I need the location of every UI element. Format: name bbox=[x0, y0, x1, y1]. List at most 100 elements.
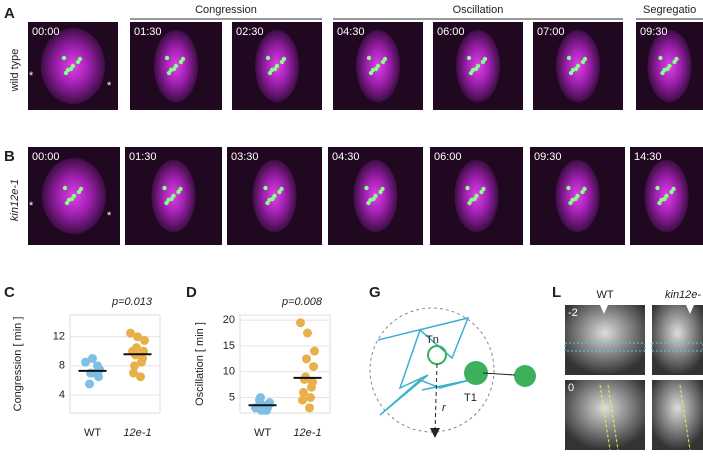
chromosome bbox=[281, 56, 287, 62]
chromosome bbox=[168, 67, 174, 73]
chromosome bbox=[570, 197, 575, 203]
chromosome bbox=[166, 197, 171, 203]
chromosome bbox=[481, 186, 486, 192]
chromosome bbox=[382, 56, 388, 62]
x-tick-label: 12e-1 bbox=[293, 427, 321, 439]
chromosome bbox=[659, 197, 664, 203]
timestamp: 09:30 bbox=[534, 151, 562, 163]
dot bbox=[136, 372, 145, 382]
y-axis-title: Congression [ min ] bbox=[12, 317, 24, 412]
chromosome bbox=[664, 193, 669, 199]
dot bbox=[137, 357, 146, 367]
chromosome bbox=[78, 186, 84, 192]
timestamp: 02:30 bbox=[236, 26, 264, 38]
chromosome bbox=[178, 186, 183, 192]
timestamp: 07:00 bbox=[537, 26, 565, 38]
timestamp: 04:30 bbox=[332, 151, 360, 163]
dot bbox=[299, 387, 308, 397]
dot bbox=[307, 382, 316, 392]
chromosome bbox=[466, 55, 472, 61]
chromosome bbox=[575, 193, 580, 199]
chromosome bbox=[373, 193, 378, 199]
dot bbox=[88, 354, 97, 364]
dot bbox=[262, 405, 271, 415]
chromosome bbox=[667, 63, 672, 69]
chromosome bbox=[662, 67, 667, 73]
y-tick-label: 20 bbox=[223, 314, 235, 326]
timestamp: 06:00 bbox=[437, 26, 465, 38]
chromosome bbox=[265, 55, 271, 61]
dot bbox=[130, 361, 139, 371]
asterisk: * bbox=[29, 200, 34, 212]
timestamp: 04:30 bbox=[337, 26, 365, 38]
dot bbox=[126, 328, 135, 338]
timestamp: 06:00 bbox=[434, 151, 462, 163]
panel-letter: B bbox=[4, 148, 15, 165]
asterisk: * bbox=[107, 80, 112, 92]
timestamp: 09:30 bbox=[640, 26, 668, 38]
chromosome bbox=[655, 185, 660, 191]
timestamp: 00:00 bbox=[32, 151, 60, 163]
y-tick-label: 8 bbox=[59, 360, 65, 372]
chromosome bbox=[70, 63, 76, 69]
chromosome bbox=[62, 185, 68, 191]
chromosome bbox=[272, 193, 277, 199]
dot bbox=[93, 361, 102, 371]
chromosome bbox=[77, 56, 83, 62]
panel-letter: G bbox=[369, 284, 381, 301]
chromosome bbox=[582, 56, 588, 62]
chromosome bbox=[465, 185, 470, 191]
chromosome bbox=[368, 197, 373, 203]
chromosome bbox=[475, 63, 481, 69]
x-tick-label: WT bbox=[84, 427, 101, 439]
chromosome bbox=[470, 67, 476, 73]
dot bbox=[255, 395, 264, 405]
phase-label: Segregatio bbox=[643, 4, 696, 16]
row-label: 0 bbox=[568, 382, 574, 394]
timestamp: 03:30 bbox=[231, 151, 259, 163]
panel-letter: L bbox=[552, 284, 561, 301]
chromosome bbox=[566, 185, 571, 191]
chromosome bbox=[370, 67, 376, 73]
dot bbox=[302, 354, 311, 364]
annotation: p=0.008 bbox=[281, 296, 323, 308]
timestamp: 01:30 bbox=[134, 26, 162, 38]
diagram-label: r bbox=[442, 402, 447, 414]
chromosome bbox=[575, 63, 581, 69]
chromosome bbox=[66, 197, 72, 203]
chromosome bbox=[366, 55, 372, 61]
y-tick-label: 10 bbox=[223, 366, 235, 378]
chromosome bbox=[164, 55, 170, 61]
panel-letter: D bbox=[186, 284, 197, 301]
asterisk: * bbox=[29, 70, 34, 82]
chromosome bbox=[582, 186, 587, 192]
y-axis-title: Oscillation [ min ] bbox=[194, 322, 206, 406]
column-label: kin12e- bbox=[665, 289, 701, 301]
row-label: -2 bbox=[568, 307, 578, 319]
chromosome bbox=[279, 186, 284, 192]
dot bbox=[300, 374, 309, 384]
chromosome bbox=[674, 56, 679, 62]
chromosome bbox=[162, 185, 167, 191]
em-images bbox=[564, 305, 703, 451]
chromosome bbox=[263, 185, 268, 191]
chromosome bbox=[482, 56, 488, 62]
y-tick-label: 12 bbox=[53, 331, 65, 343]
chromosome bbox=[570, 67, 576, 73]
timestamp: 00:00 bbox=[32, 26, 60, 38]
chromosome bbox=[566, 55, 572, 61]
chromosome bbox=[658, 55, 663, 61]
chromosome bbox=[65, 67, 71, 73]
dot bbox=[129, 368, 138, 378]
x-tick-label: WT bbox=[254, 427, 271, 439]
annotation: p=0.013 bbox=[111, 296, 153, 308]
row-label: wild type bbox=[9, 49, 21, 93]
chromosome bbox=[61, 55, 67, 61]
column-label: WT bbox=[596, 289, 613, 301]
row-label: kin12e-1 bbox=[9, 179, 21, 221]
chromosome bbox=[267, 197, 272, 203]
chromosome bbox=[671, 186, 676, 192]
x-tick-label: 12e-1 bbox=[123, 427, 151, 439]
dot bbox=[305, 403, 314, 413]
